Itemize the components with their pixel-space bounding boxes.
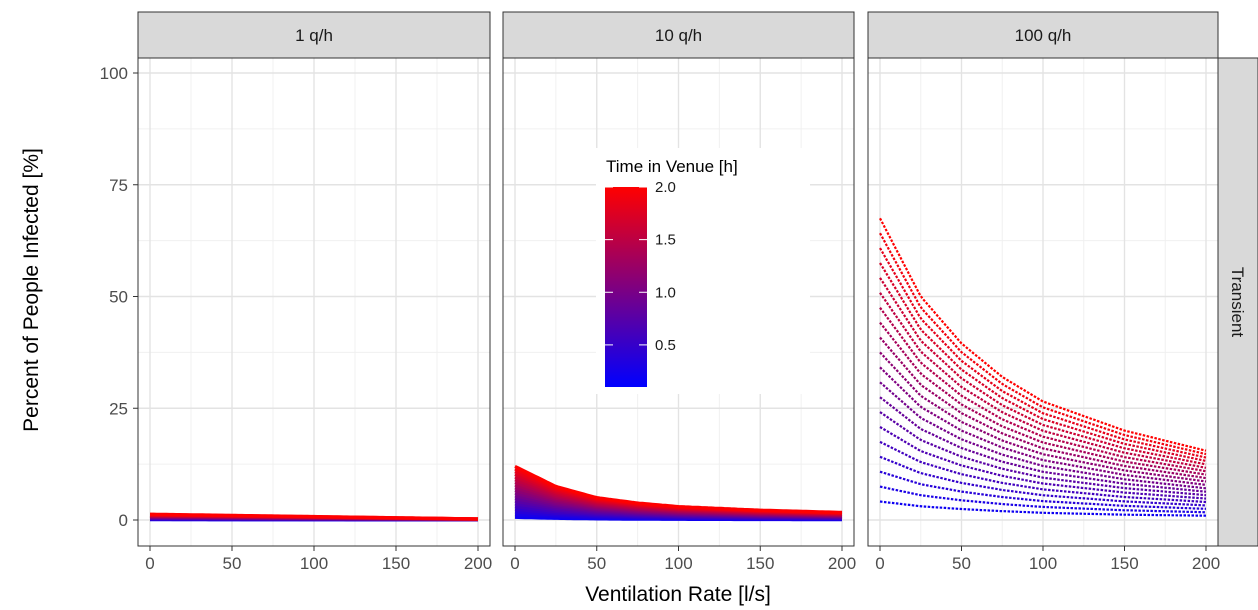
x-tick-label: 150 xyxy=(1110,554,1138,573)
series-line xyxy=(879,396,1207,493)
x-tick-label: 50 xyxy=(952,554,971,573)
y-tick-label: 100 xyxy=(100,64,128,83)
color-bar-tick-label: 1.0 xyxy=(655,284,676,301)
row-strip-label: Transient xyxy=(1228,267,1247,338)
x-tick-label: 150 xyxy=(746,554,774,573)
row-strip xyxy=(1217,57,1258,547)
series-line xyxy=(879,307,1207,473)
x-tick-label: 50 xyxy=(587,554,606,573)
y-tick-label: 0 xyxy=(119,511,128,530)
facet-strip xyxy=(502,11,855,59)
color-bar xyxy=(605,187,647,387)
y-tick-label: 25 xyxy=(109,399,128,418)
x-tick-label: 100 xyxy=(1029,554,1057,573)
y-axis-title: Percent of People Infected [%] xyxy=(20,148,43,432)
facet-strip xyxy=(137,11,491,59)
x-tick-label: 200 xyxy=(1192,554,1220,573)
series-line xyxy=(879,366,1207,486)
series-line xyxy=(879,470,1207,510)
legend-title: Time in Venue [h] xyxy=(606,157,738,176)
series-line xyxy=(879,500,1207,517)
series-line xyxy=(150,512,479,521)
facet-strip-label: 10 q/h xyxy=(655,26,702,45)
y-tick-label: 50 xyxy=(109,288,128,307)
series-line xyxy=(879,455,1207,507)
series-line xyxy=(879,247,1207,459)
color-bar-tick-label: 1.5 xyxy=(655,232,676,249)
x-tick-label: 150 xyxy=(382,554,410,573)
series-group xyxy=(149,512,479,522)
series-line xyxy=(879,292,1207,469)
series-group xyxy=(514,464,843,522)
series-line xyxy=(879,277,1207,466)
x-tick-label: 200 xyxy=(828,554,856,573)
x-tick-label: 100 xyxy=(664,554,692,573)
series-line xyxy=(879,321,1207,476)
x-tick-label: 0 xyxy=(145,554,154,573)
series-line xyxy=(879,485,1207,514)
series-line xyxy=(879,217,1207,452)
series-line xyxy=(514,464,843,514)
x-tick-label: 0 xyxy=(510,554,519,573)
color-bar-tick-label: 0.5 xyxy=(655,337,676,354)
series-line xyxy=(879,336,1207,480)
x-tick-label: 200 xyxy=(464,554,492,573)
series-line xyxy=(879,411,1207,497)
x-axis-title: Ventilation Rate [l/s] xyxy=(585,583,771,606)
series-group xyxy=(879,217,1207,517)
series-line xyxy=(879,351,1207,483)
facet-panel: 1 q/h 0 50 100 150 200 xyxy=(137,11,492,573)
series-line xyxy=(879,381,1207,490)
color-bar-tick-label: 2.0 xyxy=(655,179,676,196)
x-tick-label: 50 xyxy=(223,554,242,573)
x-tick-label: 0 xyxy=(875,554,884,573)
series-line xyxy=(879,426,1207,500)
series-line xyxy=(879,232,1207,456)
facet-strip-label: 1 q/h xyxy=(295,26,333,45)
facet-panel: 100 q/h 0 50 100 150 200 xyxy=(867,11,1220,573)
series-line xyxy=(879,262,1207,463)
facet-strip xyxy=(867,11,1219,59)
x-tick-label: 100 xyxy=(300,554,328,573)
y-tick-label: 75 xyxy=(109,176,128,195)
facet-strip-label: 100 q/h xyxy=(1015,26,1072,45)
